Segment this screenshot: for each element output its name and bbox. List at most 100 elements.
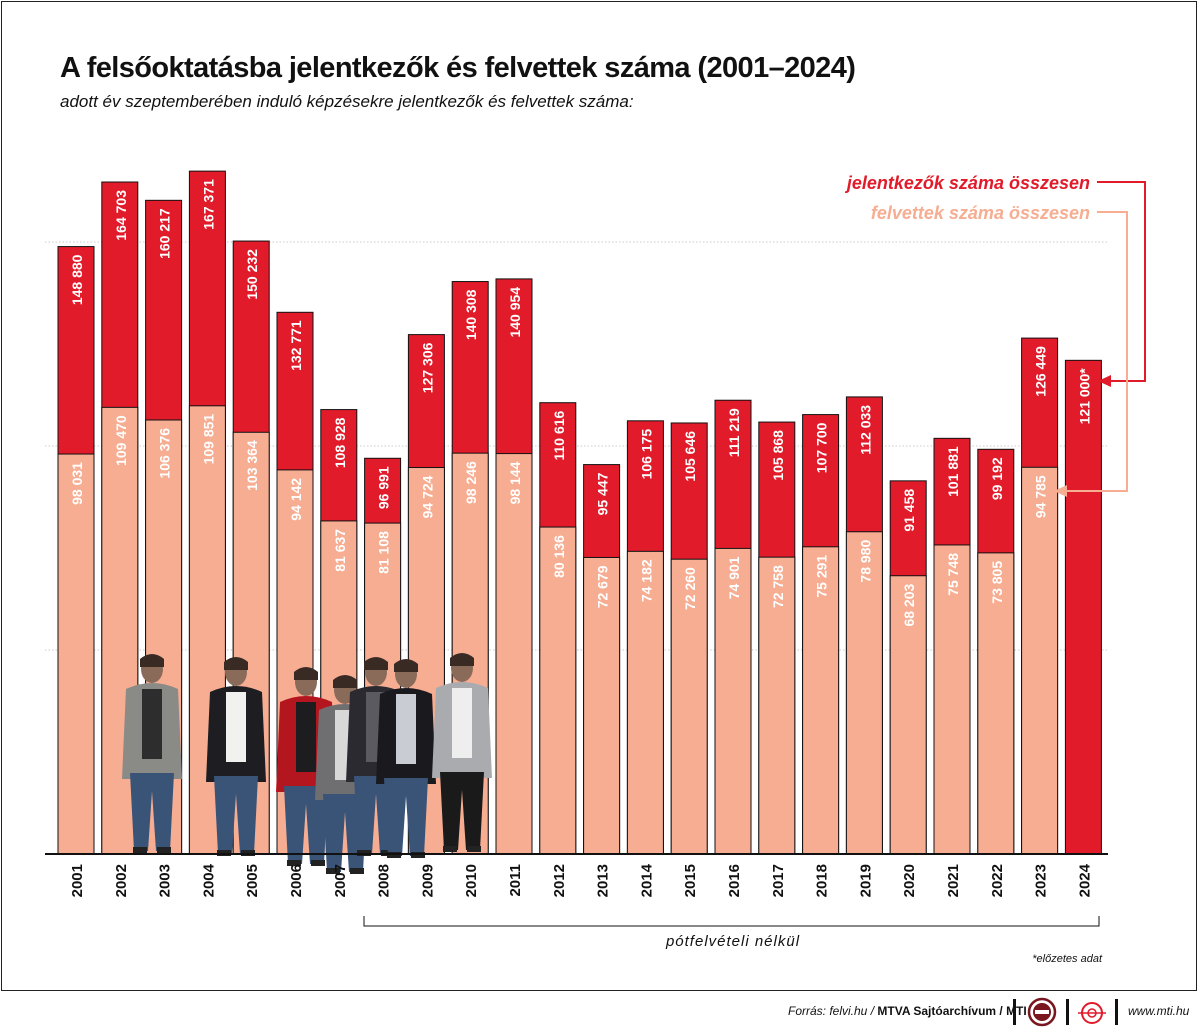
data-label-applicants-2021: 101 881 bbox=[945, 446, 961, 497]
data-label-applicants-2017: 105 868 bbox=[770, 430, 786, 481]
data-label-admitted-2005: 103 364 bbox=[244, 440, 260, 491]
bar-admitted-2020 bbox=[889, 575, 927, 855]
x-tick-label-2006: 2006 bbox=[288, 864, 305, 897]
bracket-line bbox=[363, 916, 1100, 927]
x-tick-label-2018: 2018 bbox=[814, 864, 831, 897]
data-label-admitted-2018: 75 291 bbox=[814, 555, 830, 598]
footnote: *előzetes adat bbox=[1032, 953, 1103, 965]
students-silhouettes bbox=[122, 653, 492, 874]
data-label-admitted-2006: 94 142 bbox=[288, 478, 304, 521]
data-label-applicants-2005: 150 232 bbox=[244, 249, 260, 300]
legend-connector-admitted bbox=[1066, 211, 1128, 492]
bars: 98 031 148 880 109 470 164 703 106 376 160 21… bbox=[57, 170, 1102, 855]
bracket-annotation: pótfelvételi nélkül bbox=[363, 916, 1100, 950]
x-tick-label-2002: 2002 bbox=[113, 864, 130, 897]
x-tick-label-2020: 2020 bbox=[901, 864, 918, 897]
data-label-applicants-2013: 95 447 bbox=[595, 472, 611, 515]
x-tick-label-2010: 2010 bbox=[463, 864, 480, 897]
footer-separator bbox=[1066, 999, 1069, 1025]
legend-label-applicants: jelentkezők száma összesen bbox=[845, 173, 1090, 193]
data-label-applicants-2022: 99 192 bbox=[989, 457, 1005, 500]
data-label-applicants-2009: 127 306 bbox=[419, 342, 435, 393]
data-label-applicants-2014: 106 175 bbox=[638, 429, 654, 480]
data-label-admitted-2003: 106 376 bbox=[157, 428, 173, 479]
bar-chart: 98 031 148 880 109 470 164 703 106 376 160 21… bbox=[45, 170, 1146, 965]
bar-admitted-2011 bbox=[495, 453, 533, 855]
bar-admitted-2013 bbox=[583, 556, 621, 855]
bar-admitted-2019 bbox=[845, 531, 883, 855]
data-label-applicants-2007: 108 928 bbox=[332, 417, 348, 468]
bar-admitted-2001 bbox=[57, 453, 95, 855]
data-label-admitted-2002: 109 470 bbox=[113, 415, 129, 466]
x-tick-label-2014: 2014 bbox=[638, 863, 655, 897]
data-label-admitted-2014: 74 182 bbox=[638, 559, 654, 602]
x-tick-label-2021: 2021 bbox=[945, 864, 962, 897]
bar-applicants-2024 bbox=[1064, 359, 1102, 855]
bar-admitted-2023 bbox=[1021, 466, 1059, 855]
data-label-admitted-2015: 72 260 bbox=[682, 567, 698, 610]
data-label-applicants-2010: 140 308 bbox=[463, 289, 479, 340]
data-label-applicants-2003: 160 217 bbox=[157, 208, 173, 259]
data-label-admitted-2020: 68 203 bbox=[901, 584, 917, 627]
data-label-admitted-2009: 94 724 bbox=[419, 475, 435, 518]
bar-admitted-2021 bbox=[933, 544, 971, 855]
student-figure bbox=[432, 653, 492, 852]
data-label-admitted-2017: 72 758 bbox=[770, 565, 786, 608]
data-label-admitted-2008: 81 108 bbox=[376, 531, 392, 574]
student-figure bbox=[122, 654, 182, 853]
x-tick-label-2008: 2008 bbox=[376, 864, 393, 897]
data-label-admitted-2022: 73 805 bbox=[989, 561, 1005, 604]
x-tick-label-2024: 2024 bbox=[1076, 863, 1093, 897]
data-label-applicants-2002: 164 703 bbox=[113, 190, 129, 241]
data-label-applicants-2008: 96 991 bbox=[376, 466, 392, 509]
data-label-applicants-2011: 140 954 bbox=[507, 287, 523, 338]
x-tick-label-2015: 2015 bbox=[682, 864, 699, 897]
data-label-admitted-2012: 80 136 bbox=[551, 535, 567, 578]
data-label-admitted-2007: 81 637 bbox=[332, 529, 348, 572]
data-label-admitted-2023: 94 785 bbox=[1033, 475, 1049, 518]
chart-frame bbox=[1, 1, 1197, 991]
data-label-applicants-2006: 132 771 bbox=[288, 320, 304, 371]
x-tick-label-2004: 2004 bbox=[200, 863, 217, 897]
data-label-applicants-2004: 167 371 bbox=[200, 179, 216, 230]
bar-admitted-2012 bbox=[539, 526, 577, 855]
source-prefix: Forrás: felvi.hu / bbox=[788, 1004, 878, 1018]
legend-label-admitted: felvettek száma összesen bbox=[871, 203, 1090, 223]
x-tick-label-2022: 2022 bbox=[989, 864, 1006, 897]
chart-subtitle: adott év szeptemberében induló képzésekr… bbox=[60, 92, 634, 111]
x-tick-label-2009: 2009 bbox=[419, 864, 436, 897]
chart-title: A felsőoktatásba jelentkezők és felvette… bbox=[60, 52, 856, 84]
mti-logo-icon bbox=[1078, 1002, 1106, 1024]
bar-admitted-2016 bbox=[714, 547, 752, 855]
data-label-applicants-2016: 111 219 bbox=[726, 408, 742, 457]
bar-admitted-2017 bbox=[758, 556, 796, 855]
x-tick-label-2011: 2011 bbox=[507, 864, 524, 897]
x-tick-label-2023: 2023 bbox=[1033, 864, 1050, 897]
data-label-applicants-2012: 110 616 bbox=[551, 410, 567, 460]
bar-admitted-2015 bbox=[670, 558, 708, 855]
x-tick-label-2019: 2019 bbox=[857, 864, 874, 897]
mtva-logo-icon bbox=[1027, 997, 1057, 1027]
data-label-admitted-2016: 74 901 bbox=[726, 556, 742, 599]
x-tick-label-2017: 2017 bbox=[770, 864, 787, 897]
data-label-applicants-2015: 105 646 bbox=[682, 431, 698, 482]
data-label-applicants-2020: 91 458 bbox=[901, 489, 917, 532]
data-label-admitted-2013: 72 679 bbox=[595, 565, 611, 608]
data-label-admitted-2001: 98 031 bbox=[69, 462, 85, 505]
footer-separator bbox=[1013, 999, 1016, 1025]
legend-arrow-admitted bbox=[1054, 485, 1067, 497]
footer-separator bbox=[1115, 999, 1118, 1025]
x-tick-label-2007: 2007 bbox=[332, 864, 349, 897]
data-label-admitted-2021: 75 748 bbox=[945, 553, 961, 596]
x-tick-label-2001: 2001 bbox=[69, 864, 86, 897]
data-label-admitted-2011: 98 144 bbox=[507, 461, 523, 504]
data-label-applicants-2001: 148 880 bbox=[69, 254, 85, 305]
x-tick-label-2003: 2003 bbox=[157, 864, 174, 897]
x-tick-label-2005: 2005 bbox=[244, 864, 261, 897]
website-link[interactable]: www.mti.hu bbox=[1128, 1004, 1190, 1018]
student-figure bbox=[206, 657, 266, 856]
data-label-applicants-2018: 107 700 bbox=[814, 422, 830, 473]
data-label-admitted-2019: 78 980 bbox=[857, 540, 873, 583]
source-bold: MTVA Sajtóarchívum / MTI bbox=[877, 1004, 1027, 1018]
bracket-label: pótfelvételi nélkül bbox=[665, 933, 800, 950]
